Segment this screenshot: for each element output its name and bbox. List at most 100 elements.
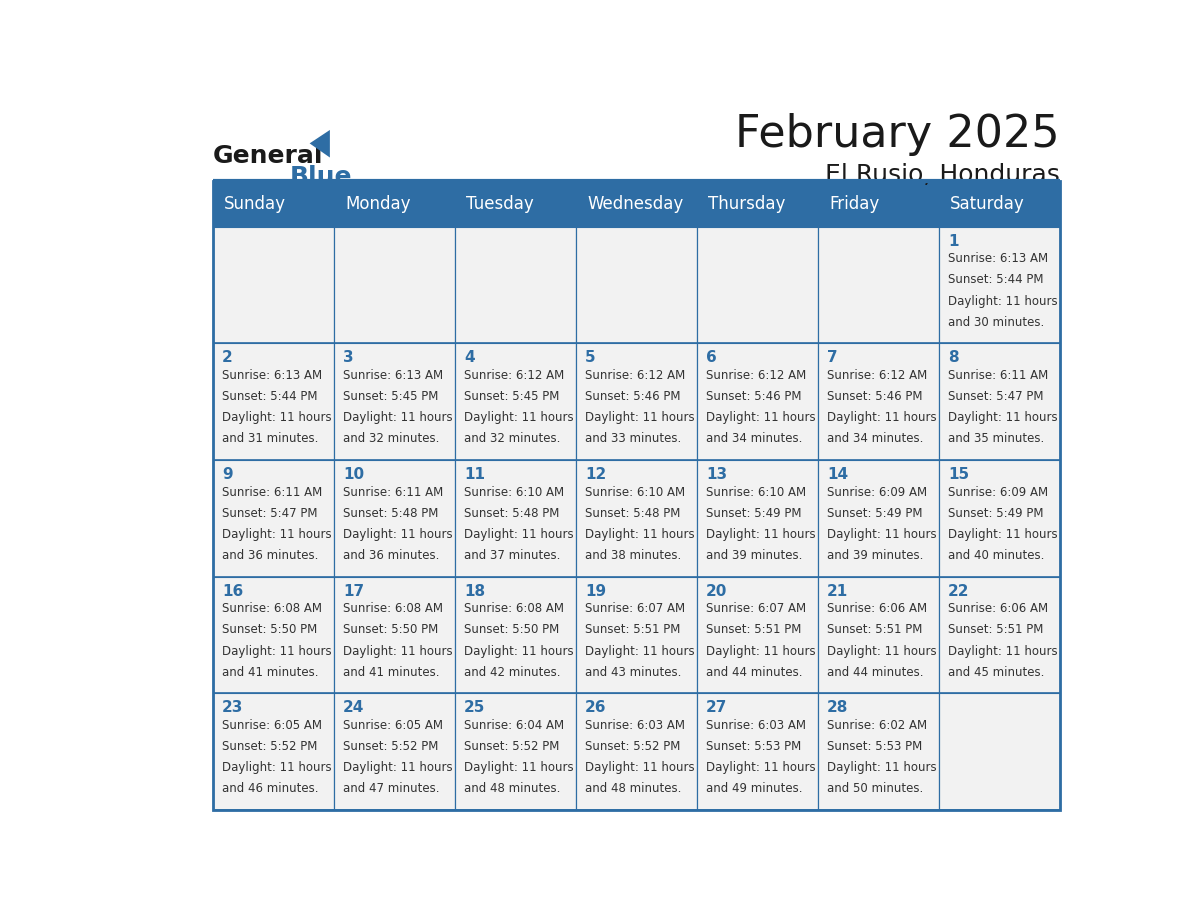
Text: Daylight: 11 hours: Daylight: 11 hours xyxy=(465,411,574,424)
Bar xyxy=(213,181,1060,810)
Bar xyxy=(697,577,819,693)
Bar xyxy=(939,693,1060,810)
Text: Sunset: 5:46 PM: Sunset: 5:46 PM xyxy=(586,390,681,403)
Text: 11: 11 xyxy=(465,467,485,482)
Bar xyxy=(939,577,1060,693)
Bar xyxy=(939,460,1060,577)
Text: and 33 minutes.: and 33 minutes. xyxy=(586,432,682,445)
Text: and 44 minutes.: and 44 minutes. xyxy=(706,666,803,678)
Bar xyxy=(334,343,455,460)
Text: Sunset: 5:53 PM: Sunset: 5:53 PM xyxy=(827,740,922,753)
Bar xyxy=(455,227,576,343)
Text: Sunrise: 6:06 AM: Sunrise: 6:06 AM xyxy=(827,602,928,615)
Text: Daylight: 11 hours: Daylight: 11 hours xyxy=(586,411,695,424)
Text: 28: 28 xyxy=(827,700,848,715)
Text: Sunset: 5:48 PM: Sunset: 5:48 PM xyxy=(465,507,560,520)
Text: and 36 minutes.: and 36 minutes. xyxy=(343,549,440,562)
Text: Sunset: 5:49 PM: Sunset: 5:49 PM xyxy=(827,507,923,520)
Bar xyxy=(819,343,939,460)
Text: Daylight: 11 hours: Daylight: 11 hours xyxy=(706,761,816,774)
Text: Saturday: Saturday xyxy=(950,195,1025,213)
Bar xyxy=(819,577,939,693)
Text: Sunrise: 6:05 AM: Sunrise: 6:05 AM xyxy=(222,719,322,732)
Bar xyxy=(819,227,939,343)
Text: 20: 20 xyxy=(706,584,727,599)
Text: and 31 minutes.: and 31 minutes. xyxy=(222,432,318,445)
Text: 2: 2 xyxy=(222,351,233,365)
Text: and 46 minutes.: and 46 minutes. xyxy=(222,782,318,795)
Bar xyxy=(576,181,697,227)
Text: Sunrise: 6:03 AM: Sunrise: 6:03 AM xyxy=(706,719,807,732)
Bar xyxy=(819,181,939,227)
Bar xyxy=(819,693,939,810)
Text: 22: 22 xyxy=(948,584,969,599)
Text: Sunset: 5:45 PM: Sunset: 5:45 PM xyxy=(465,390,560,403)
Text: Sunrise: 6:11 AM: Sunrise: 6:11 AM xyxy=(948,369,1049,382)
Text: Daylight: 11 hours: Daylight: 11 hours xyxy=(586,528,695,541)
Text: and 34 minutes.: and 34 minutes. xyxy=(706,432,803,445)
Text: 4: 4 xyxy=(465,351,475,365)
Bar xyxy=(455,181,576,227)
Text: 14: 14 xyxy=(827,467,848,482)
Text: Blue: Blue xyxy=(290,165,352,189)
Text: and 39 minutes.: and 39 minutes. xyxy=(706,549,803,562)
Text: Daylight: 11 hours: Daylight: 11 hours xyxy=(586,644,695,657)
Text: Sunrise: 6:10 AM: Sunrise: 6:10 AM xyxy=(586,486,685,498)
Text: 15: 15 xyxy=(948,467,969,482)
Text: February 2025: February 2025 xyxy=(735,114,1060,156)
Text: Sunset: 5:44 PM: Sunset: 5:44 PM xyxy=(222,390,317,403)
Bar xyxy=(939,181,1060,227)
Text: Sunset: 5:52 PM: Sunset: 5:52 PM xyxy=(465,740,560,753)
Text: and 34 minutes.: and 34 minutes. xyxy=(827,432,923,445)
Text: and 47 minutes.: and 47 minutes. xyxy=(343,782,440,795)
Bar xyxy=(697,460,819,577)
Bar xyxy=(819,460,939,577)
Text: Daylight: 11 hours: Daylight: 11 hours xyxy=(465,644,574,657)
Text: Daylight: 11 hours: Daylight: 11 hours xyxy=(948,644,1057,657)
Text: Daylight: 11 hours: Daylight: 11 hours xyxy=(465,761,574,774)
Text: Sunrise: 6:06 AM: Sunrise: 6:06 AM xyxy=(948,602,1048,615)
Bar xyxy=(334,227,455,343)
Bar xyxy=(213,460,334,577)
Text: Sunrise: 6:07 AM: Sunrise: 6:07 AM xyxy=(706,602,807,615)
Bar xyxy=(455,460,576,577)
Text: 21: 21 xyxy=(827,584,848,599)
Bar xyxy=(334,181,455,227)
Text: General: General xyxy=(213,144,323,168)
Text: Daylight: 11 hours: Daylight: 11 hours xyxy=(827,644,937,657)
Bar xyxy=(334,577,455,693)
Text: Sunset: 5:47 PM: Sunset: 5:47 PM xyxy=(222,507,317,520)
Bar xyxy=(576,460,697,577)
Text: 12: 12 xyxy=(586,467,606,482)
Text: 3: 3 xyxy=(343,351,354,365)
Text: and 39 minutes.: and 39 minutes. xyxy=(827,549,923,562)
Text: Sunrise: 6:02 AM: Sunrise: 6:02 AM xyxy=(827,719,928,732)
Text: Sunrise: 6:13 AM: Sunrise: 6:13 AM xyxy=(222,369,322,382)
Text: and 41 minutes.: and 41 minutes. xyxy=(222,666,318,678)
Text: Sunset: 5:52 PM: Sunset: 5:52 PM xyxy=(343,740,438,753)
Text: and 30 minutes.: and 30 minutes. xyxy=(948,316,1044,329)
Text: 24: 24 xyxy=(343,700,365,715)
Text: 23: 23 xyxy=(222,700,244,715)
Text: and 43 minutes.: and 43 minutes. xyxy=(586,666,682,678)
Text: Daylight: 11 hours: Daylight: 11 hours xyxy=(222,528,331,541)
Bar xyxy=(455,693,576,810)
Text: Sunset: 5:47 PM: Sunset: 5:47 PM xyxy=(948,390,1044,403)
Text: Daylight: 11 hours: Daylight: 11 hours xyxy=(827,761,937,774)
Text: Sunset: 5:49 PM: Sunset: 5:49 PM xyxy=(706,507,802,520)
Bar xyxy=(213,343,334,460)
Text: Daylight: 11 hours: Daylight: 11 hours xyxy=(948,295,1057,308)
Bar xyxy=(939,343,1060,460)
Bar xyxy=(576,227,697,343)
Text: Sunrise: 6:07 AM: Sunrise: 6:07 AM xyxy=(586,602,685,615)
Bar xyxy=(576,693,697,810)
Text: 7: 7 xyxy=(827,351,838,365)
Text: Sunset: 5:45 PM: Sunset: 5:45 PM xyxy=(343,390,438,403)
Text: 5: 5 xyxy=(586,351,596,365)
Text: and 45 minutes.: and 45 minutes. xyxy=(948,666,1044,678)
Text: Sunrise: 6:10 AM: Sunrise: 6:10 AM xyxy=(706,486,807,498)
Text: Sunrise: 6:08 AM: Sunrise: 6:08 AM xyxy=(222,602,322,615)
Text: Sunrise: 6:12 AM: Sunrise: 6:12 AM xyxy=(586,369,685,382)
Text: Sunrise: 6:08 AM: Sunrise: 6:08 AM xyxy=(465,602,564,615)
Text: Daylight: 11 hours: Daylight: 11 hours xyxy=(706,528,816,541)
